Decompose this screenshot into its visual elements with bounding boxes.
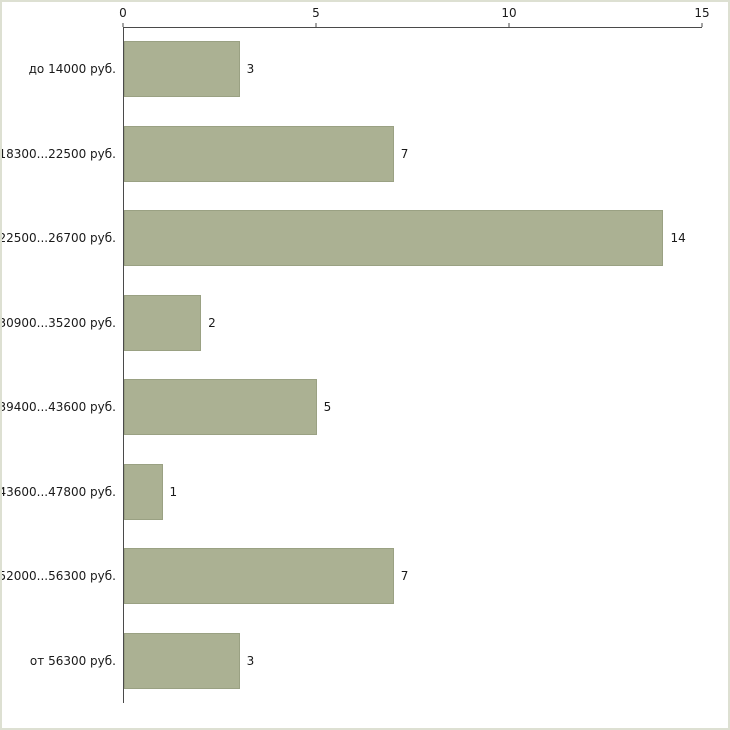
bar-track: 3 [123, 618, 702, 703]
x-tick-label: 15 [694, 6, 710, 20]
x-axis-line [123, 27, 702, 28]
bar-row: 43600...47800 руб. 1 [0, 449, 702, 534]
x-tick-mark [701, 23, 703, 27]
x-tick-label: 0 [119, 6, 127, 20]
value-label: 2 [208, 315, 216, 330]
bar-track: 7 [123, 111, 702, 196]
bar-row: 30900...35200 руб. 2 [0, 280, 702, 365]
bar-track: 5 [123, 365, 702, 450]
category-label: от 56300 руб. [29, 653, 116, 668]
category-label: 43600...47800 руб. [0, 484, 116, 499]
category-label: 18300...22500 руб. [0, 146, 116, 161]
bar-track: 14 [123, 196, 702, 281]
bar [124, 41, 240, 98]
category-label: 30900...35200 руб. [0, 315, 116, 330]
x-tick-mark [315, 23, 317, 27]
value-label: 3 [246, 62, 255, 77]
category-label: 22500...26700 руб. [0, 231, 116, 246]
bar-track: 1 [123, 449, 702, 534]
value-label: 7 [400, 569, 409, 584]
category-label: 39400...43600 руб. [0, 400, 116, 415]
value-label: 3 [246, 653, 255, 668]
value-label: 7 [400, 146, 409, 161]
bar [124, 548, 394, 605]
bar [124, 632, 240, 689]
bar-track: 2 [123, 280, 702, 365]
x-tick-label: 10 [501, 6, 517, 20]
value-label: 14 [670, 231, 686, 246]
bar-track: 3 [123, 27, 702, 112]
bar [124, 210, 664, 267]
category-label: до 14000 руб. [28, 62, 116, 77]
x-tick-label: 5 [312, 6, 320, 20]
value-label: 5 [323, 400, 332, 415]
bar-rows: до 14000 руб. 3 18300...22500 руб. 7 22500..… [2, 27, 702, 703]
x-axis: 0 5 10 15 [119, 2, 710, 27]
bar-row: 22500...26700 руб. 14 [2, 196, 702, 281]
bar [124, 379, 317, 436]
bar [124, 294, 202, 351]
bar-row: 52000...56300 руб. 7 [2, 534, 702, 619]
x-tick-mark [508, 23, 510, 27]
bar-row: 39400...43600 руб. 5 [2, 365, 702, 450]
category-label: 52000...56300 руб. [0, 569, 116, 584]
bar [124, 125, 394, 182]
bar-row: 18300...22500 руб. 7 [0, 111, 702, 196]
x-tick-mark [122, 23, 124, 27]
bar-track: 7 [123, 534, 702, 619]
bar-row: от 56300 руб. 3 [2, 618, 702, 703]
bar-row: до 14000 руб. 3 [2, 27, 702, 112]
value-label: 1 [169, 484, 178, 499]
bar [124, 463, 163, 520]
